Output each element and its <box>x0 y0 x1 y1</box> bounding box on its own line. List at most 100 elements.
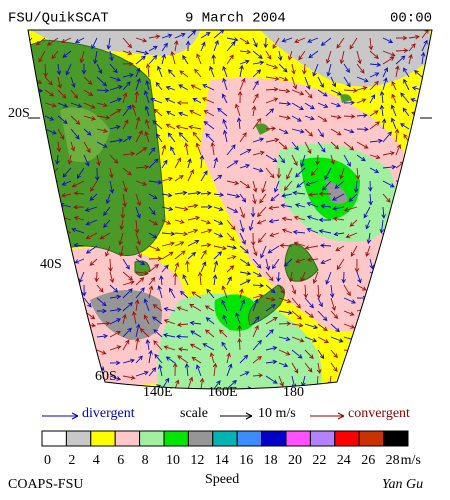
wind-arrow <box>280 203 293 208</box>
wind-arrow <box>83 115 97 121</box>
wind-arrow <box>278 141 288 150</box>
wind-arrow <box>54 284 60 297</box>
wind-arrow <box>369 327 376 338</box>
wind-arrow <box>408 34 420 40</box>
wind-arrow <box>252 316 260 325</box>
wind-arrow <box>109 85 123 91</box>
wind-arrow <box>343 206 358 212</box>
wind-arrow <box>278 284 285 294</box>
wind-arrow <box>161 176 173 182</box>
wind-arrow <box>421 30 429 39</box>
wind-arrow <box>96 297 107 307</box>
wind-arrow <box>343 141 355 151</box>
wind-arrow <box>179 290 189 299</box>
wind-arrow <box>298 50 306 61</box>
wind-arrow <box>96 333 109 339</box>
wind-arrow <box>331 193 345 201</box>
legend-scale-value: 10 m/s <box>258 406 296 421</box>
wind-arrow <box>379 326 385 338</box>
wind-arrow <box>221 285 228 299</box>
wind-arrow <box>354 258 360 273</box>
wind-arrow <box>239 148 252 156</box>
wind-arrow <box>265 126 277 131</box>
wind-arrow <box>281 37 293 43</box>
wind-arrow <box>251 105 257 117</box>
wind-arrow <box>44 115 55 121</box>
wind-arrow <box>252 37 258 48</box>
wind-arrow <box>109 125 121 130</box>
wind-arrow <box>213 206 224 212</box>
wind-arrow <box>318 217 332 223</box>
wind-arrow <box>252 373 264 378</box>
wind-arrow <box>189 109 202 117</box>
wind-arrow <box>44 102 57 108</box>
color-swatch <box>309 430 336 447</box>
wind-arrow <box>252 60 265 66</box>
wind-arrow <box>95 388 101 389</box>
wind-arrow <box>178 84 189 91</box>
wind-arrow <box>71 227 85 234</box>
wind-arrow <box>153 340 163 351</box>
wind-arrow <box>395 232 403 243</box>
wind-arrow <box>341 271 346 284</box>
wind-arrow <box>106 37 112 50</box>
wind-arrow <box>46 37 59 46</box>
wind-arrow <box>131 104 137 117</box>
wind-arrow <box>265 76 280 81</box>
wind-arrow <box>213 245 227 251</box>
wind-arrow <box>306 215 319 221</box>
wind-arrow <box>278 362 289 368</box>
wind-arrow <box>167 132 176 143</box>
wind-arrow <box>265 329 274 338</box>
wind-arrow <box>305 180 319 187</box>
wind-arrow <box>316 284 322 299</box>
wind-arrow <box>304 297 314 309</box>
wind-arrow <box>44 310 54 320</box>
wind-arrow <box>213 260 219 273</box>
wind-arrow <box>200 41 206 52</box>
wind-arrow <box>382 151 395 156</box>
wind-arrow <box>135 370 149 377</box>
wind-arrow <box>164 97 176 104</box>
wind-arrow <box>379 219 385 234</box>
wind-arrow <box>135 355 143 364</box>
wind-arrow <box>320 37 332 46</box>
wind-arrow <box>226 363 233 377</box>
wind-arrow <box>382 37 394 44</box>
wind-arrow <box>109 318 122 325</box>
wind-arrow <box>222 129 228 143</box>
wind-arrow <box>239 271 252 276</box>
wind-arrow <box>148 180 163 185</box>
wind-arrow <box>317 89 328 97</box>
wind-arrow <box>187 228 199 234</box>
wind-arrow <box>109 50 114 62</box>
color-swatch <box>90 430 116 447</box>
wind-arrow <box>187 190 202 196</box>
wind-arrow <box>256 219 267 225</box>
colorbar-label: 2 <box>68 453 75 468</box>
wind-arrow <box>265 296 276 302</box>
wind-arrow <box>343 63 350 74</box>
wind-arrow <box>33 202 46 208</box>
wind-arrow <box>31 336 45 341</box>
wind-arrow <box>226 379 237 389</box>
wind-arrow <box>144 131 150 143</box>
wind-arrow <box>217 107 228 117</box>
wind-arrow <box>105 193 111 205</box>
wind-arrow <box>210 141 216 156</box>
colorbar-label: 8 <box>142 453 149 468</box>
legend: divergent scale 10 m/s convergent <box>42 406 410 421</box>
wind-arrow <box>200 242 212 248</box>
wind-arrow <box>304 76 311 90</box>
wind-arrow <box>326 388 332 389</box>
wind-arrow <box>252 180 258 193</box>
wind-arrow <box>291 76 298 90</box>
wind-arrow <box>239 77 246 91</box>
wind-arrow <box>109 360 121 366</box>
color-swatch <box>358 430 385 447</box>
wind-arrow <box>304 323 319 330</box>
wind-arrow <box>368 193 373 206</box>
wind-arrow <box>161 33 173 39</box>
wind-arrow <box>85 245 98 254</box>
color-swatch <box>65 430 92 447</box>
